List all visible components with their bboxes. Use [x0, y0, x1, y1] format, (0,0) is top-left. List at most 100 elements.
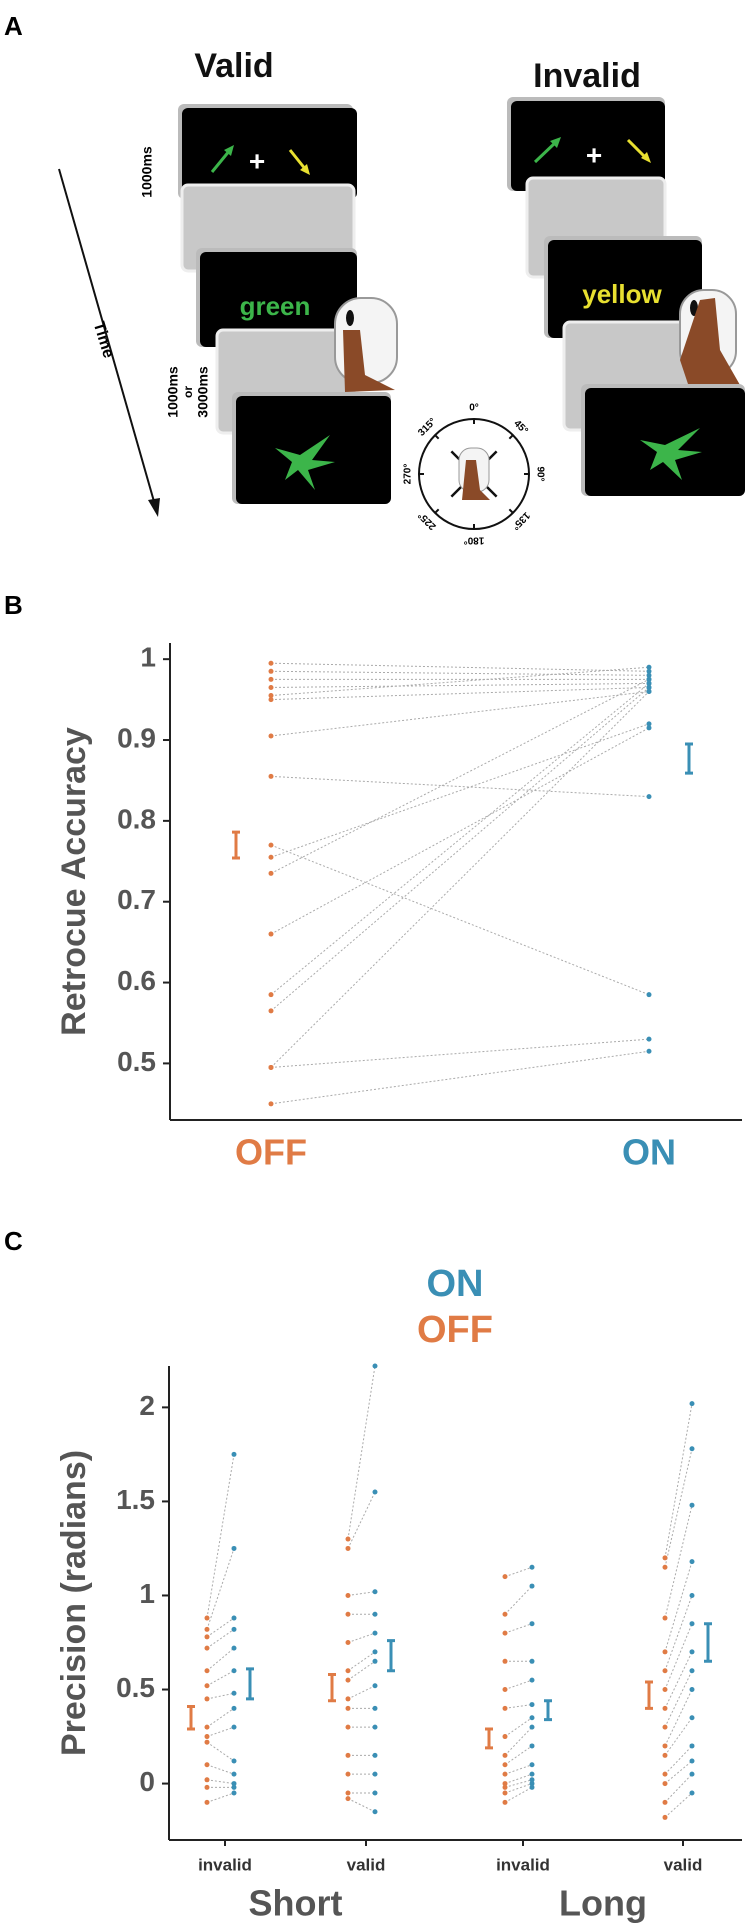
data-point	[502, 1771, 508, 1777]
data-point	[268, 1101, 274, 1107]
time-label: Time	[90, 320, 117, 361]
data-point	[502, 1762, 508, 1768]
y-tick-label: 0	[139, 1766, 155, 1797]
data-point	[268, 773, 274, 779]
pair-line	[347, 1798, 376, 1813]
data-point	[372, 1724, 378, 1730]
shape	[343, 330, 395, 392]
shape	[300, 164, 310, 175]
data-point	[529, 1781, 535, 1787]
data-point	[502, 1781, 508, 1787]
shape	[200, 252, 357, 347]
pair-line	[664, 1689, 693, 1747]
error-bar	[645, 1680, 653, 1710]
data-point	[662, 1752, 668, 1758]
data-point	[662, 1564, 668, 1570]
pair-line	[270, 686, 650, 701]
data-point	[231, 1705, 237, 1711]
pair-line	[206, 1617, 235, 1638]
data-point	[268, 931, 274, 937]
data-point	[345, 1677, 351, 1683]
data-point	[268, 1008, 274, 1014]
group-label: Short	[249, 1883, 343, 1924]
pair-line	[206, 1454, 235, 1619]
pair-line	[664, 1561, 693, 1653]
pair-line	[270, 662, 650, 672]
compass-tick	[508, 508, 514, 514]
data-point	[372, 1809, 378, 1815]
pair-line	[270, 670, 650, 676]
data-point	[231, 1690, 237, 1696]
data-point	[268, 660, 274, 666]
data-point	[372, 1589, 378, 1595]
error-bar	[685, 742, 693, 775]
compass-tick	[434, 434, 440, 440]
data-point	[689, 1502, 695, 1508]
data-point	[529, 1762, 535, 1768]
data-point	[345, 1592, 351, 1598]
pair-line	[347, 1660, 376, 1681]
data-point	[662, 1668, 668, 1674]
shape	[548, 240, 702, 338]
data-point	[231, 1645, 237, 1651]
data-point	[345, 1771, 351, 1777]
data-point	[268, 697, 274, 703]
pair-line	[270, 687, 650, 1012]
pair-line	[270, 666, 650, 697]
pair-line	[504, 1764, 533, 1775]
pair-line	[270, 723, 650, 858]
pair-line	[206, 1647, 235, 1672]
data-point	[345, 1724, 351, 1730]
data-point	[204, 1615, 210, 1621]
data-point	[204, 1784, 210, 1790]
pair-line	[270, 691, 650, 1068]
data-point	[372, 1771, 378, 1777]
pair-line	[270, 683, 650, 996]
error-bar	[187, 1704, 195, 1731]
pair-line	[347, 1632, 376, 1643]
data-point	[646, 689, 652, 695]
pair-line	[270, 678, 650, 874]
shape	[224, 145, 234, 156]
data-point	[268, 854, 274, 860]
shape	[626, 138, 648, 160]
data-point	[502, 1658, 508, 1664]
compass-label: 180°	[464, 534, 485, 545]
panel-label: B	[4, 590, 23, 620]
condition-title: Invalid	[533, 57, 641, 95]
data-point	[204, 1668, 210, 1674]
data-point	[231, 1784, 237, 1790]
data-point	[502, 1630, 508, 1636]
data-point	[268, 693, 274, 699]
data-point	[662, 1743, 668, 1749]
y-tick-label: 0.7	[117, 884, 156, 915]
pair-line	[270, 691, 650, 737]
data-point	[502, 1611, 508, 1617]
data-point	[372, 1363, 378, 1369]
y-tick-label: 2	[139, 1390, 155, 1421]
y-axis-label: Precision (radians)	[55, 1450, 93, 1756]
data-point	[502, 1574, 508, 1580]
data-point	[231, 1781, 237, 1787]
duration-label: 1000ms	[139, 146, 155, 198]
data-point	[662, 1781, 668, 1787]
pair-line	[504, 1773, 533, 1785]
data-point	[345, 1536, 351, 1542]
data-point	[646, 1048, 652, 1054]
data-point	[502, 1784, 508, 1790]
legend-entry: ON	[427, 1263, 484, 1305]
data-point	[529, 1777, 535, 1783]
data-point	[689, 1715, 695, 1721]
data-point	[345, 1752, 351, 1758]
pair-line	[664, 1745, 693, 1775]
data-point	[372, 1752, 378, 1758]
data-point	[231, 1668, 237, 1674]
data-point	[268, 1064, 274, 1070]
pair-line	[664, 1505, 693, 1619]
data-point	[689, 1758, 695, 1764]
pair-line	[504, 1679, 533, 1690]
data-point	[372, 1705, 378, 1711]
data-point	[646, 664, 652, 670]
pair-line	[664, 1773, 693, 1803]
pair-line	[504, 1704, 533, 1709]
